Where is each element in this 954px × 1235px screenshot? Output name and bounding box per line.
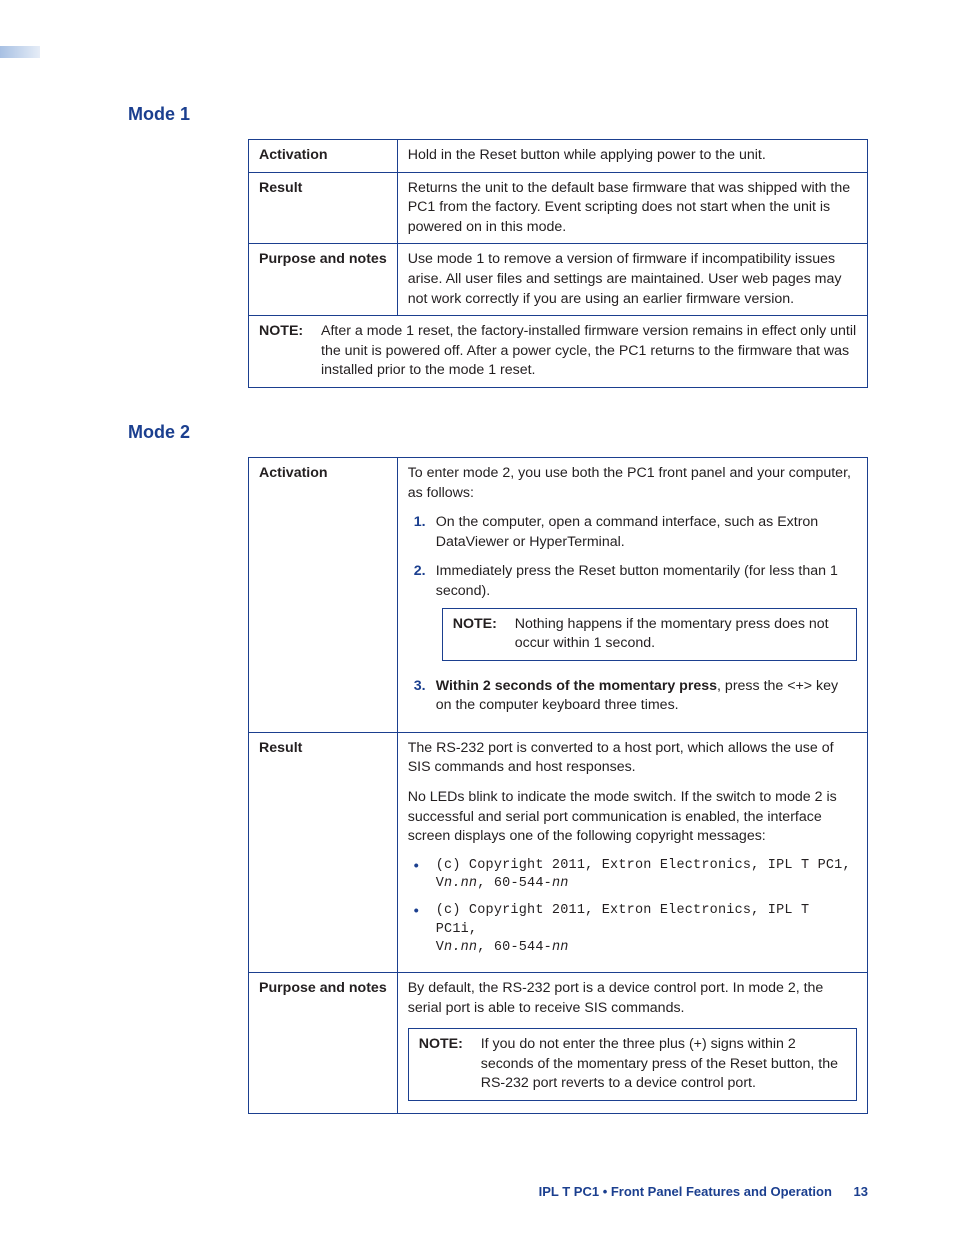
row-label: Purpose and notes <box>249 972 398 1113</box>
row-content: To enter mode 2, you use both the PC1 fr… <box>397 457 867 732</box>
inner-note: NOTE: If you do not enter the three plus… <box>408 1028 857 1101</box>
table-row: Activation To enter mode 2, you use both… <box>249 457 868 732</box>
step-text: Within 2 seconds of the momentary press,… <box>436 677 857 716</box>
step-number: 1. <box>414 513 436 552</box>
result-p2: No LEDs blink to indicate the mode switc… <box>408 788 857 847</box>
footer-text: IPL T PC1 • Front Panel Features and Ope… <box>539 1184 832 1199</box>
cr-mid: , 60-544- <box>477 876 552 891</box>
mode2-section: Mode 2 Activation To enter mode 2, you u… <box>128 422 868 1114</box>
note-body: If you do not enter the three plus (+) s… <box>481 1035 846 1094</box>
note-body: Nothing happens if the momentary press d… <box>515 615 846 654</box>
note-label: NOTE: <box>259 322 321 342</box>
cr-it1: n.nn <box>444 940 477 955</box>
bullet-icon: • <box>414 857 436 894</box>
note-body: After a mode 1 reset, the factory-instal… <box>321 322 857 381</box>
activation-steps: 1. On the computer, open a command inter… <box>408 513 857 716</box>
table-row: Activation Hold in the Reset button whil… <box>249 140 868 173</box>
row-content: Returns the unit to the default base fir… <box>397 172 867 244</box>
step-item: 3. Within 2 seconds of the momentary pre… <box>408 677 857 716</box>
list-item: • (c) Copyright 2011, Extron Electronics… <box>414 902 857 958</box>
note-row: NOTE: After a mode 1 reset, the factory-… <box>259 322 857 381</box>
row-label: Result <box>249 732 398 972</box>
top-gradient-bar <box>0 46 40 58</box>
mode1-table: Activation Hold in the Reset button whil… <box>248 139 868 388</box>
row-label: Activation <box>249 140 398 173</box>
page-footer: IPL T PC1 • Front Panel Features and Ope… <box>539 1184 868 1199</box>
row-label: Activation <box>249 457 398 732</box>
cr-line1: (c) Copyright 2011, Extron Electronics, … <box>436 903 810 937</box>
step-text: Immediately press the Reset button momen… <box>436 562 857 601</box>
row-content: The RS-232 port is converted to a host p… <box>397 732 867 972</box>
cr-it2: nn <box>552 940 569 955</box>
page-content: Mode 1 Activation Hold in the Reset butt… <box>128 104 868 1148</box>
row-label: Result <box>249 172 398 244</box>
table-row: Purpose and notes By default, the RS-232… <box>249 972 868 1113</box>
row-content: By default, the RS-232 port is a device … <box>397 972 867 1113</box>
row-label: Purpose and notes <box>249 244 398 316</box>
bullet-icon: • <box>414 902 436 958</box>
mode1-heading: Mode 1 <box>128 104 868 125</box>
cr-it2: nn <box>552 876 569 891</box>
page-number: 13 <box>854 1184 868 1199</box>
step-bold: Within 2 seconds of the momentary press <box>436 678 717 694</box>
result-p1: The RS-232 port is converted to a host p… <box>408 739 857 778</box>
table-row: Purpose and notes Use mode 1 to remove a… <box>249 244 868 316</box>
purpose-text: By default, the RS-232 port is a device … <box>408 979 857 1018</box>
mode2-table: Activation To enter mode 2, you use both… <box>248 457 868 1114</box>
row-content: Use mode 1 to remove a version of firmwa… <box>397 244 867 316</box>
note-label: NOTE: <box>453 615 515 654</box>
inner-note: NOTE: Nothing happens if the momentary p… <box>442 608 857 661</box>
cr-pre: V <box>436 940 444 955</box>
activation-intro: To enter mode 2, you use both the PC1 fr… <box>408 464 857 503</box>
copyright-line: (c) Copyright 2011, Extron Electronics, … <box>436 857 851 894</box>
table-row: Result The RS-232 port is converted to a… <box>249 732 868 972</box>
step-number: 2. <box>414 562 436 601</box>
mode1-section: Mode 1 Activation Hold in the Reset butt… <box>128 104 868 388</box>
cr-it1: n.nn <box>444 876 477 891</box>
result-bullets: • (c) Copyright 2011, Extron Electronics… <box>408 857 857 958</box>
row-content: Hold in the Reset button while applying … <box>397 140 867 173</box>
step-text: On the computer, open a command interfac… <box>436 513 857 552</box>
step-number: 3. <box>414 677 436 716</box>
table-row: NOTE: After a mode 1 reset, the factory-… <box>249 316 868 388</box>
table-row: Result Returns the unit to the default b… <box>249 172 868 244</box>
list-item: • (c) Copyright 2011, Extron Electronics… <box>414 857 857 894</box>
cr-pre: V <box>436 876 444 891</box>
step-item: 1. On the computer, open a command inter… <box>408 513 857 552</box>
copyright-line: (c) Copyright 2011, Extron Electronics, … <box>436 902 857 958</box>
cr-mid: , 60-544- <box>477 940 552 955</box>
note-cell: NOTE: After a mode 1 reset, the factory-… <box>249 316 868 388</box>
mode2-heading: Mode 2 <box>128 422 868 443</box>
step-item: 2. Immediately press the Reset button mo… <box>408 562 857 666</box>
note-label: NOTE: <box>419 1035 481 1094</box>
cr-line1: (c) Copyright 2011, Extron Electronics, … <box>436 858 851 873</box>
